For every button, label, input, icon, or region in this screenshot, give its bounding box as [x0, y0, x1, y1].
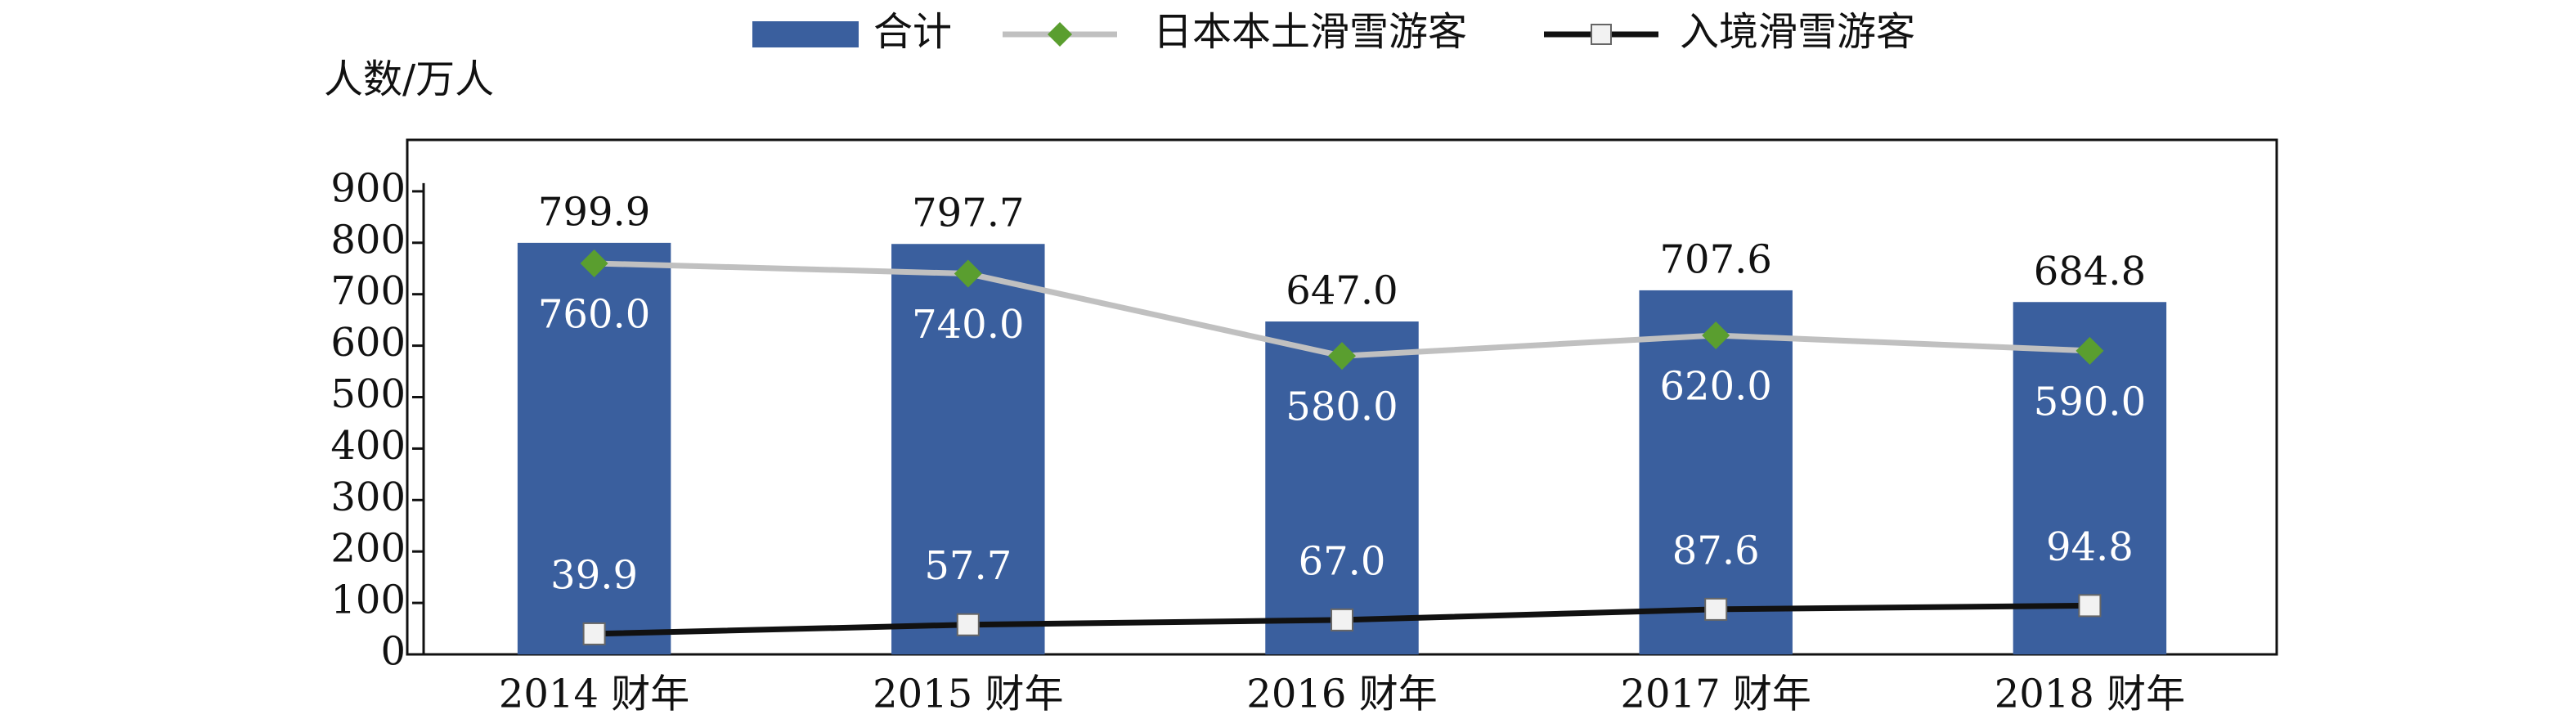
line-value-label: 740.0: [912, 302, 1024, 348]
bar-value-label: 799.9: [538, 189, 650, 235]
y-tick-label: 400: [330, 423, 406, 469]
legend-label: 合计: [873, 9, 952, 55]
y-tick-label: 0: [380, 629, 406, 675]
bar: [1639, 290, 1793, 654]
marker: [580, 249, 608, 277]
marker: [1704, 597, 1728, 621]
marker: [956, 613, 980, 636]
line-value-label: 94.8: [2046, 524, 2134, 570]
bar: [891, 244, 1045, 654]
x-tick-label: 2016 财年: [1246, 672, 1437, 717]
bar: [1265, 321, 1419, 654]
x-tick-label: 2015 财年: [873, 672, 1063, 717]
y-tick-label: 100: [330, 577, 406, 623]
legend-label: 入境滑雪游客: [1680, 9, 1915, 55]
marker: [2078, 594, 2102, 618]
y-tick-label: 300: [330, 474, 406, 520]
bar-value-label: 707.6: [1659, 236, 1771, 282]
marker: [1331, 608, 1353, 631]
y-tick-label: 200: [330, 526, 406, 572]
bar-value-label: 797.7: [912, 191, 1024, 236]
marker: [954, 259, 982, 288]
line-value-label: 620.0: [1659, 364, 1771, 410]
legend-marker: [1591, 24, 1612, 45]
marker: [1702, 321, 1730, 350]
x-tick-label: 2017 财年: [1620, 672, 1811, 717]
line-value-label: 67.0: [1299, 538, 1386, 584]
y-tick-label: 500: [330, 371, 406, 417]
x-tick-label: 2014 财年: [499, 672, 689, 717]
legend-marker: [1048, 22, 1072, 47]
y-tick-label: 800: [330, 217, 406, 263]
x-tick-label: 2018 财年: [1995, 672, 2185, 717]
bar: [517, 242, 671, 654]
legend-swatch: [752, 21, 859, 47]
bar-value-label: 684.8: [2034, 249, 2146, 294]
line-value-label: 87.6: [1672, 528, 1760, 573]
line-value-label: 760.0: [538, 291, 650, 337]
y-tick-label: 700: [330, 268, 406, 314]
y-tick-label: 900: [330, 165, 406, 211]
line-value-label: 580.0: [1286, 384, 1398, 430]
marker: [2076, 336, 2104, 365]
bar-value-label: 647.0: [1286, 268, 1398, 314]
line-value-label: 39.9: [550, 552, 638, 598]
line-value-label: 57.7: [924, 543, 1012, 589]
legend-label: 日本本土滑雪游客: [1153, 9, 1467, 55]
marker: [1328, 342, 1356, 371]
marker: [582, 622, 606, 645]
line-value-label: 590.0: [2034, 379, 2146, 425]
y-axis-label: 人数/万人: [324, 56, 494, 102]
y-tick-label: 600: [330, 320, 406, 366]
